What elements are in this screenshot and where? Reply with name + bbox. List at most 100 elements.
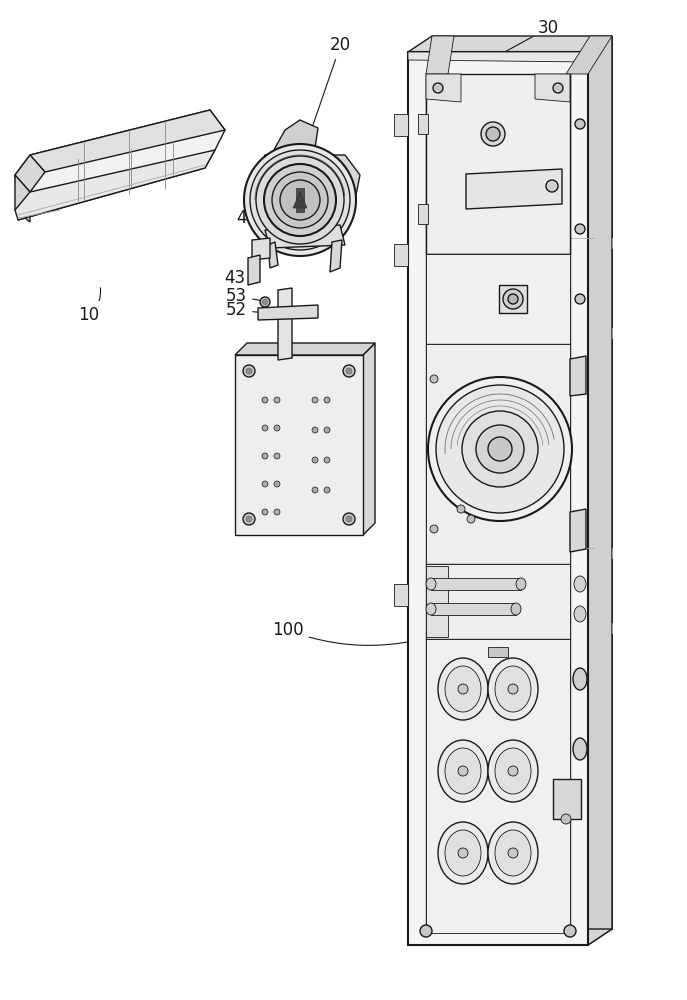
Ellipse shape [445,830,481,876]
Polygon shape [15,155,45,192]
Circle shape [324,487,330,493]
Ellipse shape [445,666,481,712]
Circle shape [508,684,518,694]
Ellipse shape [438,658,488,720]
Ellipse shape [516,578,526,590]
Circle shape [262,453,268,459]
Circle shape [274,509,280,515]
Circle shape [508,848,518,858]
Polygon shape [394,114,408,136]
Circle shape [458,766,468,776]
Polygon shape [426,566,448,637]
Circle shape [420,925,432,937]
Polygon shape [566,36,612,74]
Bar [426,639,570,933]
Circle shape [575,119,585,129]
Bar [553,779,581,819]
Circle shape [430,375,438,383]
Ellipse shape [426,578,436,590]
Text: 53: 53 [226,287,265,305]
Polygon shape [408,52,588,62]
Circle shape [503,289,523,309]
Polygon shape [15,110,225,220]
Circle shape [508,766,518,776]
Circle shape [462,411,538,487]
Polygon shape [252,238,270,260]
Circle shape [458,684,468,694]
Text: 50: 50 [268,471,289,507]
Circle shape [260,297,270,307]
Polygon shape [408,36,612,52]
Circle shape [457,505,465,513]
Text: 100: 100 [272,621,415,645]
Polygon shape [432,36,612,929]
Bar [426,344,570,564]
Circle shape [246,368,252,374]
Polygon shape [15,150,215,220]
Polygon shape [293,192,307,208]
Polygon shape [15,175,30,222]
Polygon shape [265,225,345,248]
Bar [426,564,570,639]
Circle shape [312,427,318,433]
Bar [488,647,508,657]
Circle shape [312,457,318,463]
Polygon shape [394,244,408,266]
Polygon shape [408,929,612,945]
Text: 43: 43 [224,269,250,287]
Circle shape [280,180,320,220]
Circle shape [476,425,524,473]
Circle shape [243,365,255,377]
Circle shape [436,385,564,513]
Circle shape [324,427,330,433]
Ellipse shape [488,658,538,720]
Circle shape [430,525,438,533]
Circle shape [575,294,585,304]
Circle shape [274,481,280,487]
Ellipse shape [426,603,436,615]
Polygon shape [235,343,375,355]
Circle shape [553,83,563,93]
Bar [499,285,527,313]
Circle shape [458,848,468,858]
Polygon shape [535,74,570,102]
Polygon shape [418,114,428,134]
Text: 30: 30 [493,19,559,59]
Circle shape [274,397,280,403]
Circle shape [488,437,512,461]
Circle shape [312,487,318,493]
Polygon shape [466,169,562,209]
Polygon shape [330,240,342,272]
Text: 20: 20 [306,36,351,145]
Circle shape [575,224,585,234]
Polygon shape [426,74,461,102]
Circle shape [324,457,330,463]
Circle shape [262,300,267,304]
Polygon shape [426,36,454,74]
Circle shape [274,425,280,431]
Circle shape [343,513,355,525]
Circle shape [561,814,571,824]
Circle shape [564,925,576,937]
Polygon shape [394,584,408,606]
Circle shape [262,397,268,403]
Polygon shape [363,343,375,535]
Circle shape [262,425,268,431]
Circle shape [264,164,336,236]
Polygon shape [248,255,260,285]
Ellipse shape [488,740,538,802]
Ellipse shape [438,822,488,884]
Circle shape [508,294,518,304]
Text: 41: 41 [236,209,269,233]
Circle shape [324,397,330,403]
Circle shape [428,377,572,521]
Circle shape [481,122,505,146]
Bar [426,254,570,344]
Circle shape [346,368,352,374]
Text: 52: 52 [226,301,272,319]
Polygon shape [408,52,588,945]
Polygon shape [570,509,586,552]
Circle shape [272,172,328,228]
Polygon shape [268,242,278,268]
Ellipse shape [438,740,488,802]
